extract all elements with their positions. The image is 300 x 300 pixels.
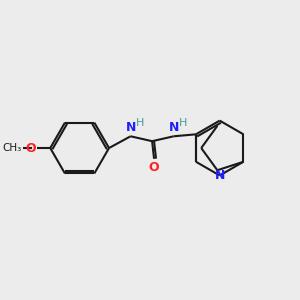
Text: H: H [136,118,144,128]
Text: N: N [169,121,179,134]
Text: N: N [125,121,136,134]
Text: N: N [214,169,225,182]
Text: H: H [178,118,187,128]
Text: CH₃: CH₃ [3,143,22,153]
Text: O: O [149,161,159,174]
Text: O: O [25,142,36,154]
